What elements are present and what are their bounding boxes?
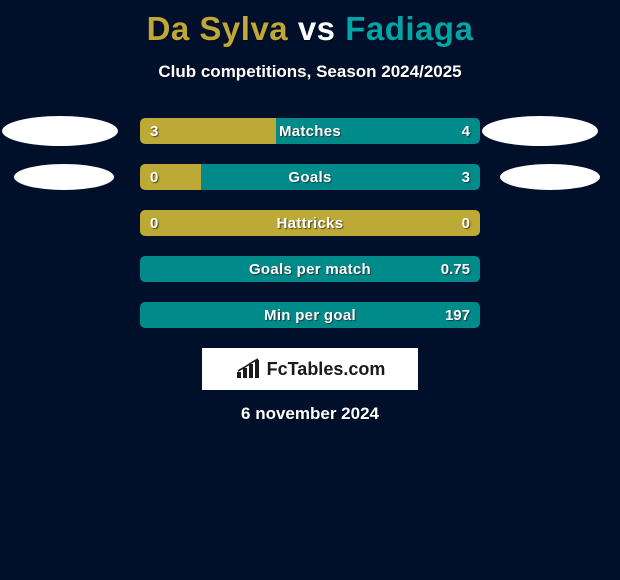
stat-label: Goals per match bbox=[140, 256, 480, 282]
stat-row: 197Min per goal bbox=[140, 302, 480, 328]
right-player-ellipse bbox=[482, 116, 598, 146]
stat-row: 0.75Goals per match bbox=[140, 256, 480, 282]
subtitle: Club competitions, Season 2024/2025 bbox=[0, 62, 620, 82]
comparison-rows: 34Matches 03Goals 00Hattricks 0.75Goals per… bbox=[70, 118, 550, 328]
stat-row: 00Hattricks bbox=[140, 210, 480, 236]
stat-label: Goals bbox=[140, 164, 480, 190]
brand-box: FcTables.com bbox=[202, 348, 418, 390]
right-player-ellipse bbox=[500, 164, 600, 190]
stat-label: Hattricks bbox=[140, 210, 480, 236]
page-background: Da Sylva vs Fadiaga Club competitions, S… bbox=[0, 0, 620, 580]
title-left: Da Sylva bbox=[147, 10, 289, 47]
title-right: Fadiaga bbox=[345, 10, 473, 47]
left-player-ellipse bbox=[2, 116, 118, 146]
stat-label: Min per goal bbox=[140, 302, 480, 328]
left-player-ellipse bbox=[14, 164, 114, 190]
page-title: Da Sylva vs Fadiaga bbox=[0, 0, 620, 48]
stat-row: 34Matches bbox=[140, 118, 480, 144]
date-text: 6 november 2024 bbox=[0, 404, 620, 424]
title-vs: vs bbox=[298, 10, 336, 47]
brand-text: FcTables.com bbox=[267, 359, 386, 380]
stat-label: Matches bbox=[140, 118, 480, 144]
stat-row: 03Goals bbox=[140, 164, 480, 190]
brand-chart-icon bbox=[235, 358, 263, 380]
